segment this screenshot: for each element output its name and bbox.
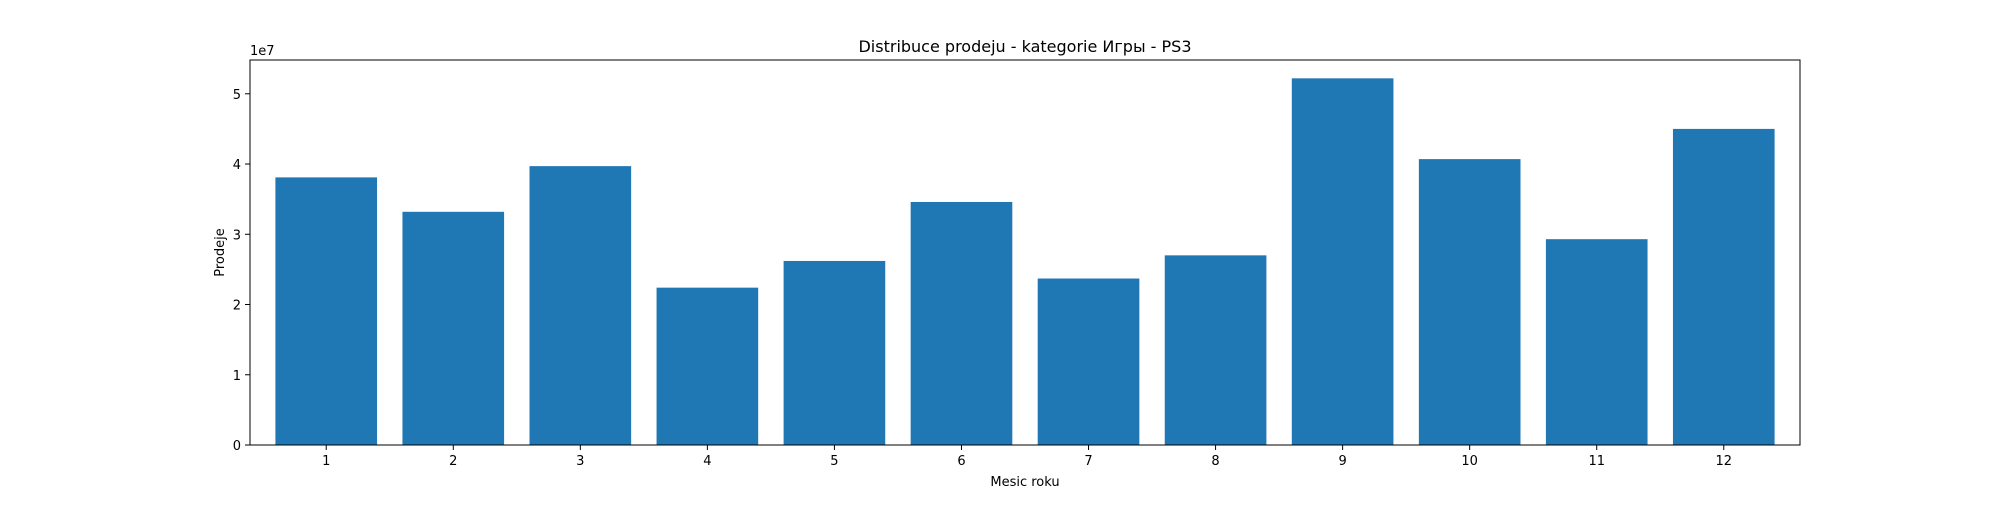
y-tick-label: 3 <box>233 228 241 243</box>
bar-6 <box>910 201 1013 445</box>
bar-10 <box>1418 159 1521 446</box>
x-tick-label: 4 <box>703 454 711 469</box>
y-ticks-group: 0 1 2 3 4 5 <box>233 88 250 454</box>
x-tick-label: 1 <box>322 454 330 469</box>
x-ticks-group: 1 2 3 4 5 6 7 8 9 10 11 12 <box>322 445 1732 469</box>
bar-4 <box>656 287 759 445</box>
x-tick-label: 5 <box>830 454 838 469</box>
y-axis-label: Prodeje <box>213 228 228 276</box>
x-tick-label: 7 <box>1084 454 1092 469</box>
bar-1 <box>275 177 378 445</box>
x-tick-label: 3 <box>576 454 584 469</box>
plot-frame <box>249 59 1801 446</box>
bars-group <box>275 78 1775 446</box>
x-tick-label: 12 <box>1715 454 1732 469</box>
y-tick-label: 0 <box>233 439 241 454</box>
x-tick-label: 11 <box>1588 454 1605 469</box>
bar-3 <box>529 166 632 445</box>
y-tick-label: 5 <box>233 88 241 103</box>
plot-area <box>250 60 1800 445</box>
bar-5 <box>783 260 886 445</box>
x-tick-label: 8 <box>1211 454 1219 469</box>
x-tick-label: 2 <box>449 454 457 469</box>
x-tick-label: 6 <box>957 454 965 469</box>
y-tick-label: 1 <box>233 369 241 384</box>
bar-8 <box>1164 255 1267 445</box>
bar-9 <box>1291 78 1394 445</box>
bar-11 <box>1545 239 1648 445</box>
x-tick-label: 10 <box>1461 454 1478 469</box>
y-tick-label: 4 <box>233 158 241 173</box>
bar-12 <box>1672 128 1775 445</box>
bar-2 <box>402 211 505 445</box>
x-tick-label: 9 <box>1338 454 1346 469</box>
y-offset-label: 1e7 <box>250 44 275 59</box>
y-tick-label: 2 <box>233 299 241 314</box>
bar-7 <box>1037 278 1140 445</box>
x-axis-label: Mesic roku <box>990 475 1059 490</box>
chart-title: Distribuce prodeju - kategorie Игры - PS… <box>858 37 1191 56</box>
